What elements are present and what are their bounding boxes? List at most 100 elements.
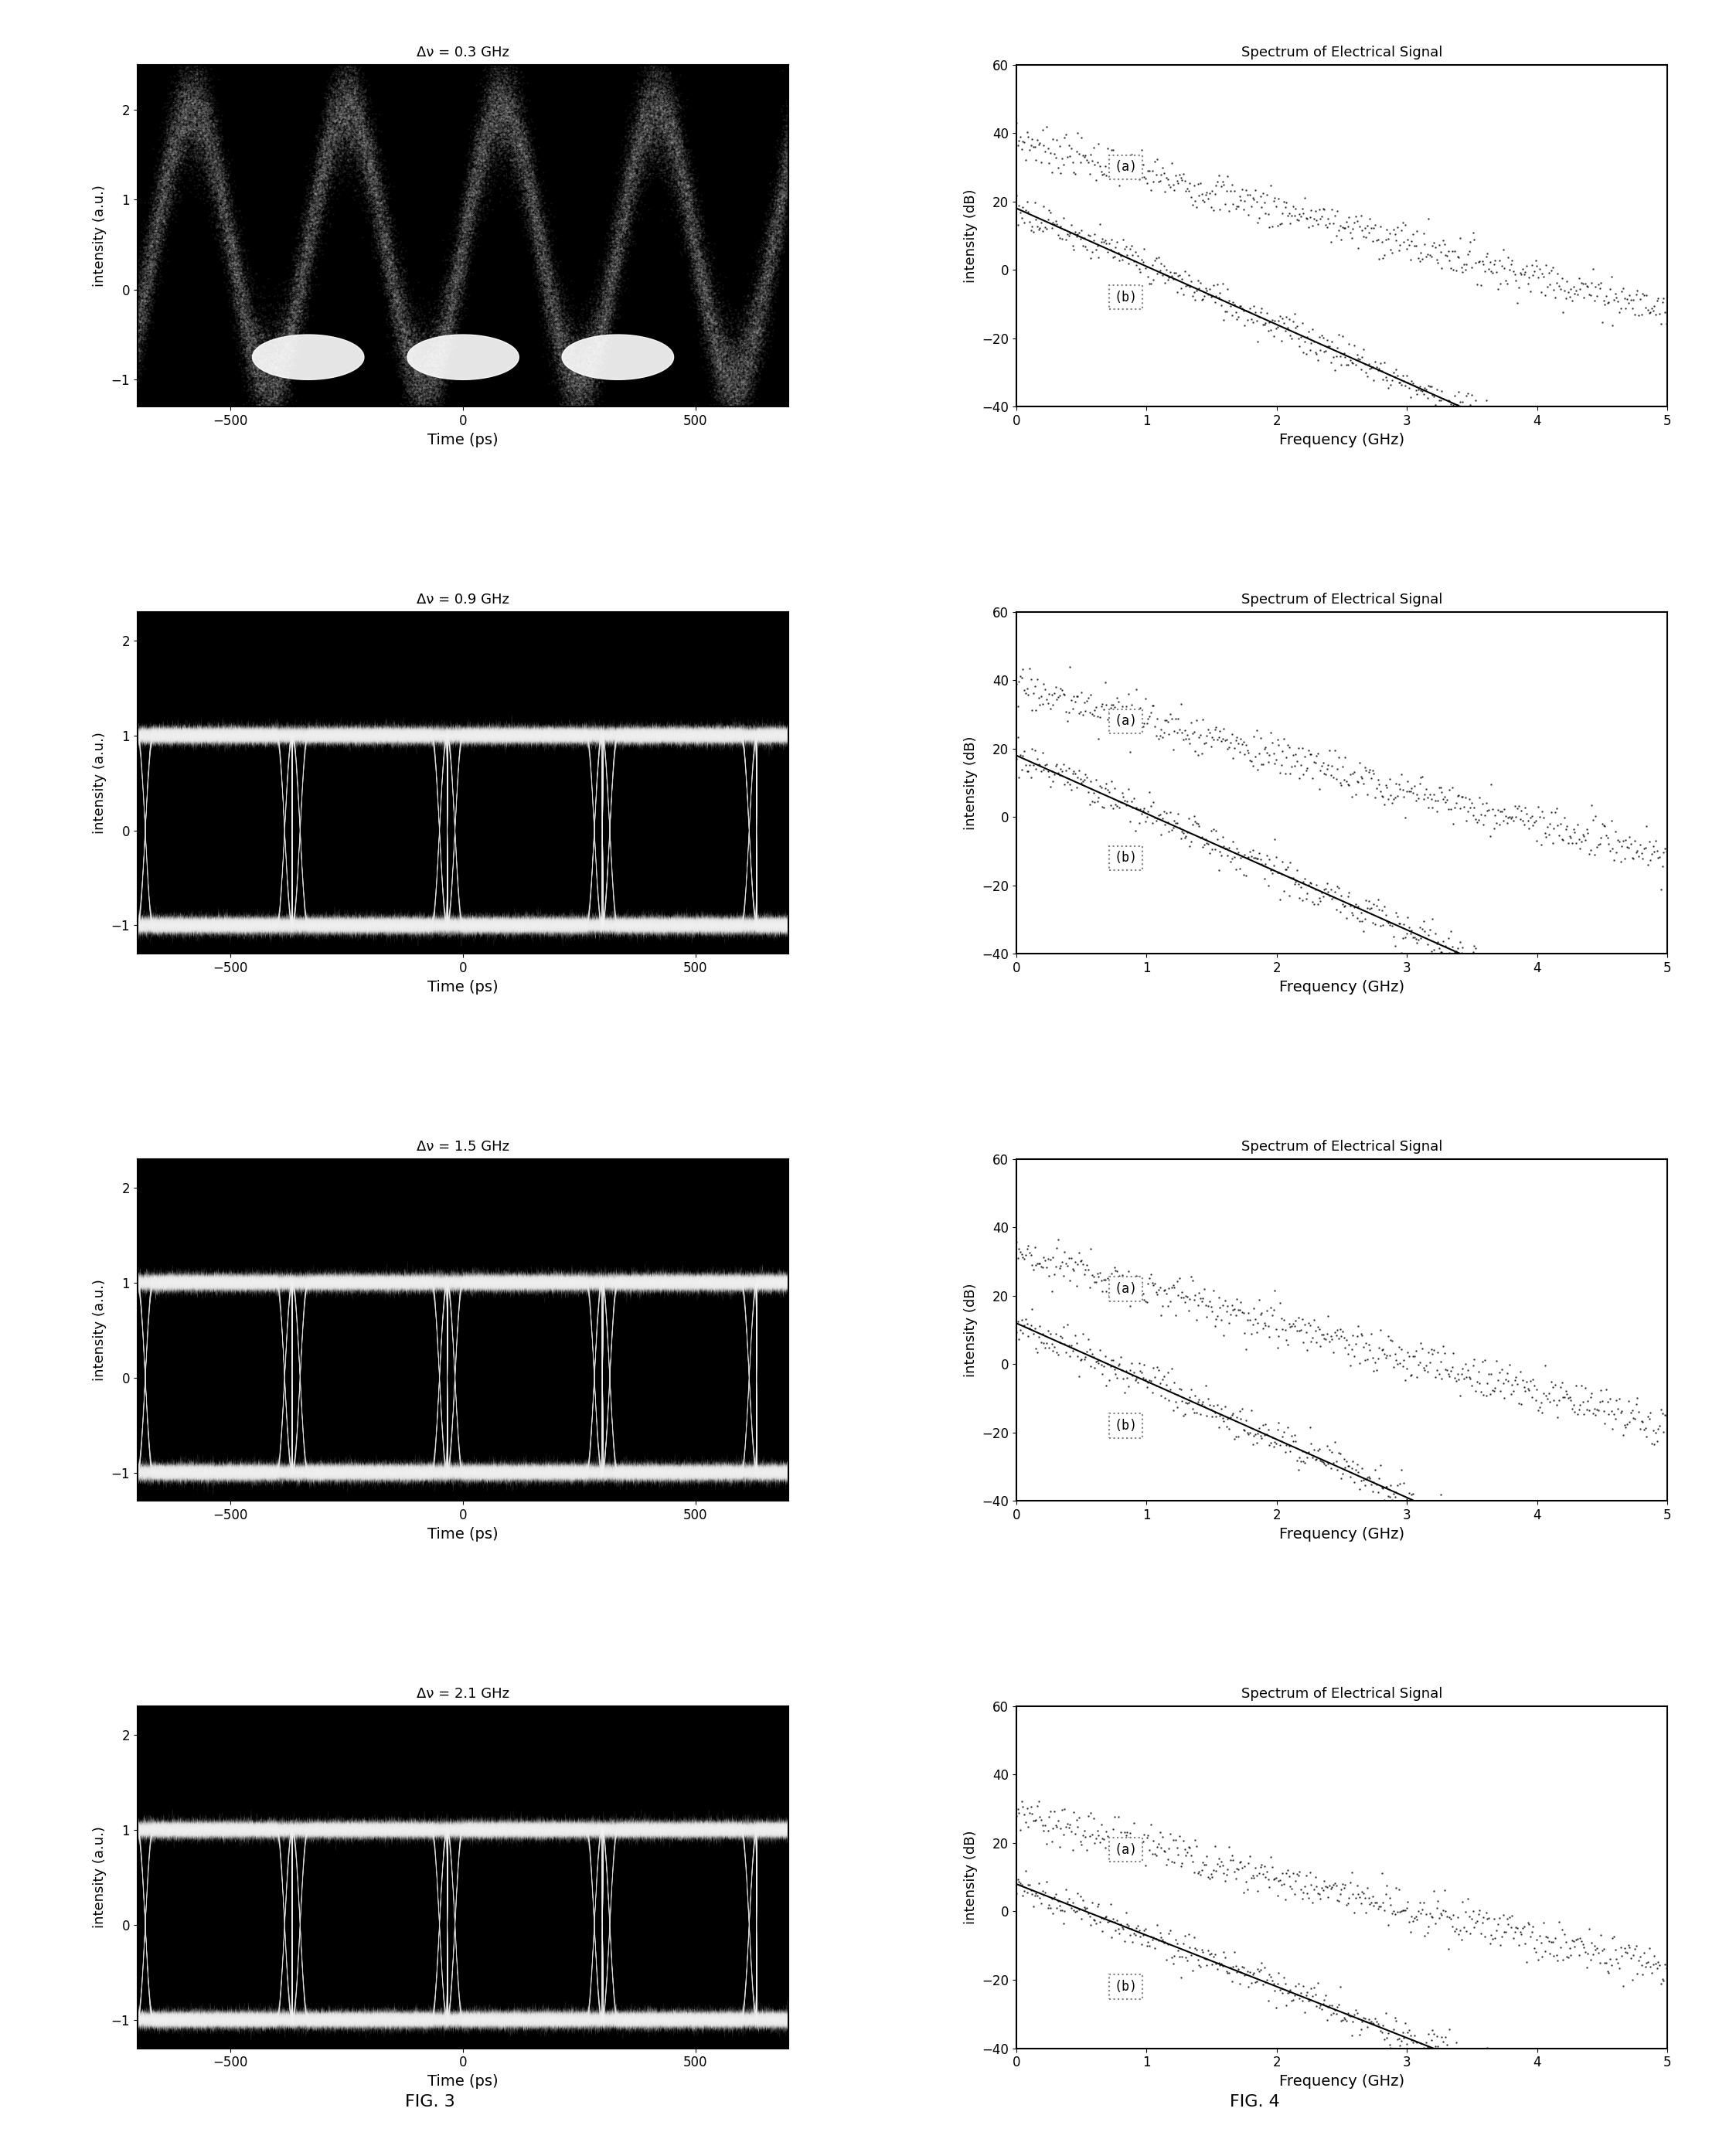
Point xyxy=(638,56,665,91)
Point xyxy=(562,382,590,416)
Point xyxy=(772,201,799,235)
Point xyxy=(700,317,727,351)
Point xyxy=(722,367,749,401)
Point xyxy=(179,86,206,121)
Point xyxy=(602,250,629,285)
Point xyxy=(619,164,646,198)
Point xyxy=(160,136,187,170)
Point xyxy=(184,82,211,116)
Point xyxy=(619,127,646,162)
Point xyxy=(701,343,729,377)
Point xyxy=(402,369,430,403)
Point xyxy=(440,285,468,319)
Point xyxy=(263,351,291,386)
Point xyxy=(631,129,658,164)
Point xyxy=(545,298,572,332)
Point xyxy=(352,134,380,168)
Point xyxy=(670,188,698,222)
Point xyxy=(576,382,603,416)
Point xyxy=(653,103,681,138)
Point xyxy=(220,231,248,265)
Point xyxy=(452,233,480,267)
Point xyxy=(696,347,724,382)
Point xyxy=(323,149,351,183)
Point xyxy=(593,293,621,328)
Point xyxy=(184,114,211,149)
Point xyxy=(462,166,490,201)
Point xyxy=(715,362,743,397)
Point xyxy=(225,261,253,295)
Point xyxy=(490,95,517,129)
Point xyxy=(466,140,493,175)
Point xyxy=(340,123,368,157)
Point xyxy=(694,278,722,313)
Point xyxy=(311,157,339,192)
Point xyxy=(387,272,414,306)
Point xyxy=(596,252,624,287)
Point xyxy=(125,295,153,330)
Point xyxy=(409,349,437,384)
Point xyxy=(734,308,762,343)
Point xyxy=(744,270,772,304)
Point xyxy=(306,181,333,216)
Point xyxy=(390,267,418,302)
Point xyxy=(457,170,485,205)
Point xyxy=(519,181,547,216)
Point xyxy=(177,110,205,144)
Point xyxy=(253,356,280,390)
Point xyxy=(634,103,662,138)
Point xyxy=(459,170,486,205)
Point xyxy=(301,168,328,203)
Point xyxy=(246,388,273,423)
Point xyxy=(748,261,775,295)
Point xyxy=(332,97,359,132)
Point xyxy=(404,326,431,360)
Point xyxy=(186,132,213,166)
Point xyxy=(725,369,753,403)
Point xyxy=(450,254,478,289)
Point xyxy=(304,160,332,194)
Point xyxy=(301,198,328,233)
Point xyxy=(187,97,215,132)
Point xyxy=(261,360,289,395)
Point xyxy=(143,224,170,259)
Point xyxy=(270,338,297,373)
Point xyxy=(454,231,481,265)
Point xyxy=(196,106,223,140)
Point xyxy=(670,196,698,231)
Point xyxy=(638,65,665,99)
Point xyxy=(579,334,607,369)
Point xyxy=(370,241,397,276)
Point xyxy=(229,298,256,332)
Point xyxy=(229,298,256,332)
Point xyxy=(521,216,548,250)
Point xyxy=(313,103,340,138)
Point xyxy=(612,222,639,257)
Point xyxy=(669,140,696,175)
Point xyxy=(609,194,636,229)
Point xyxy=(502,88,529,123)
Point xyxy=(646,153,674,188)
Point xyxy=(263,364,291,399)
Point xyxy=(220,254,248,289)
Point xyxy=(602,207,629,241)
Point xyxy=(591,274,619,308)
Point xyxy=(401,306,428,341)
Point xyxy=(136,213,163,248)
Point xyxy=(569,349,596,384)
Point xyxy=(576,371,603,405)
Point xyxy=(593,246,621,280)
Point xyxy=(512,168,540,203)
Point xyxy=(246,306,273,341)
Point xyxy=(347,119,375,153)
Point xyxy=(364,192,392,226)
Point xyxy=(652,58,679,93)
Point xyxy=(540,252,567,287)
Point xyxy=(440,250,468,285)
Point xyxy=(277,291,304,326)
Point xyxy=(705,379,732,414)
Point xyxy=(517,218,545,252)
Point xyxy=(629,140,657,175)
Point xyxy=(462,188,490,222)
Point xyxy=(442,237,469,272)
